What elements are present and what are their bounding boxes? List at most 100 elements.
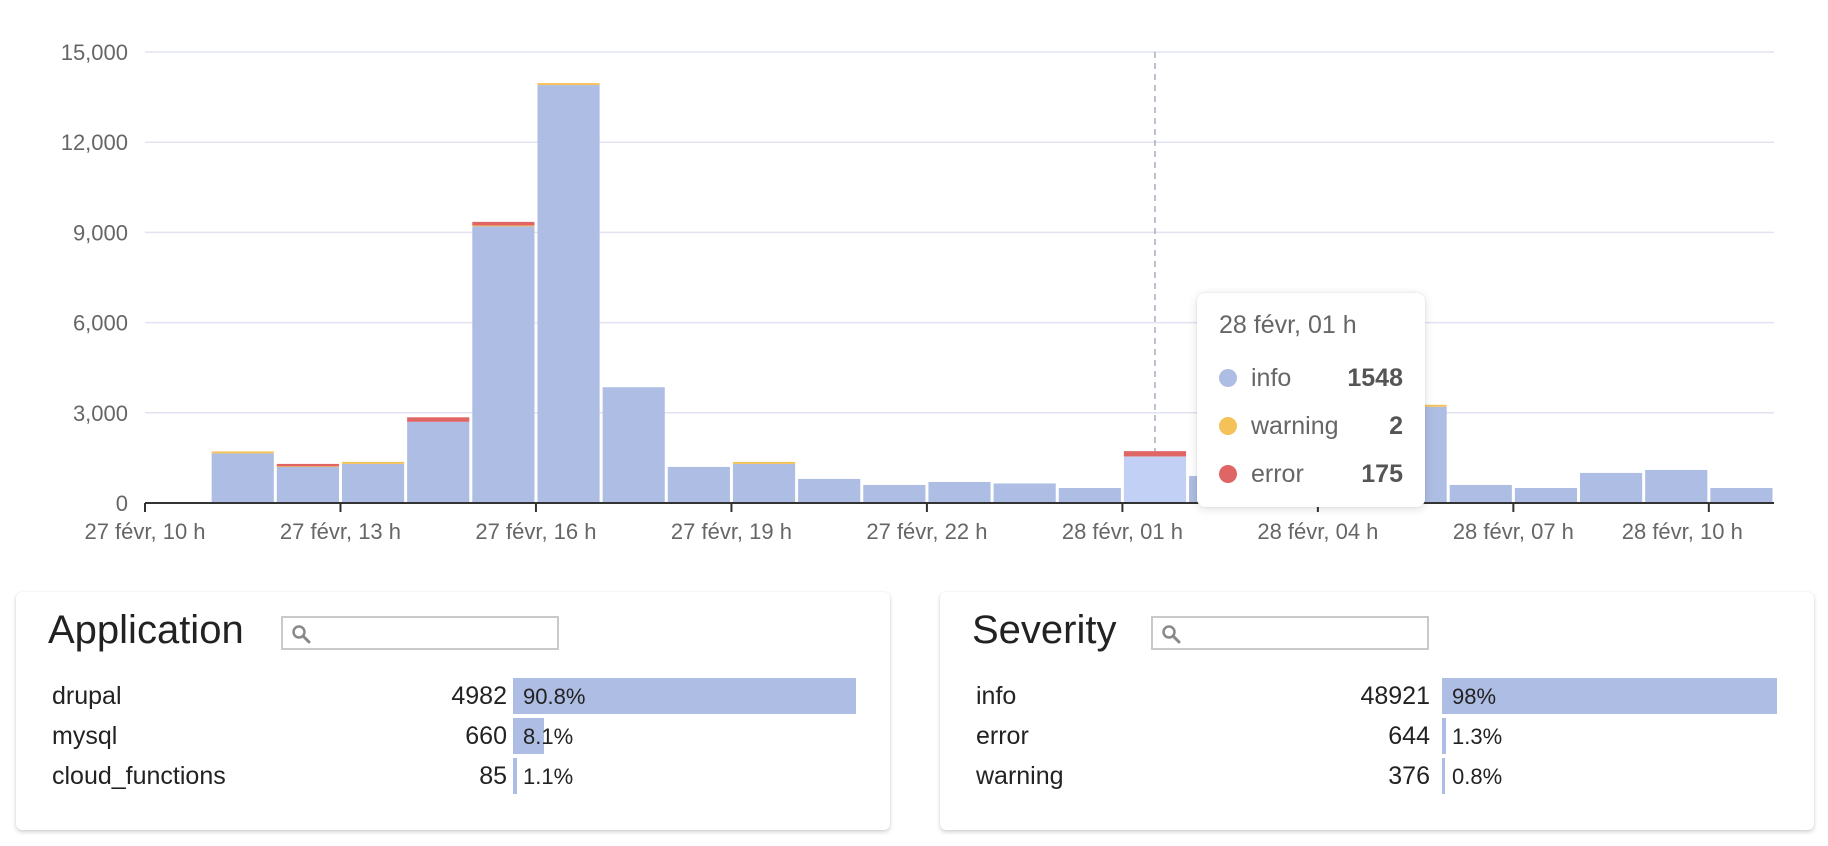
bar-segment-info[interactable]	[1449, 484, 1512, 503]
bar-segment-info[interactable]	[341, 463, 405, 503]
x-tick-label: 27 févr, 22 h	[866, 519, 987, 544]
facet-percentage-bar	[513, 678, 856, 714]
panel-title: Severity	[972, 608, 1117, 652]
bar-segment-info[interactable]	[472, 226, 535, 504]
bar-segment-info[interactable]	[667, 466, 730, 503]
x-tick-label: 28 févr, 01 h	[1062, 519, 1183, 544]
info-dot-icon	[1219, 369, 1237, 387]
search-icon	[1162, 625, 1181, 644]
bar-segment-info[interactable]	[276, 466, 339, 503]
facet-percentage: 0.8%	[1452, 764, 1503, 789]
bar-segment-info[interactable]	[928, 481, 991, 503]
application-search-input[interactable]	[315, 620, 551, 646]
bar-segment-warning[interactable]	[211, 451, 274, 454]
warning-dot-icon	[1219, 417, 1237, 435]
facet-count: 85	[479, 762, 507, 790]
tooltip-title: 28 févr, 01 h	[1219, 311, 1357, 339]
tooltip-series-value: 2	[1389, 411, 1403, 440]
facet-count: 376	[1388, 762, 1430, 790]
bar-segment-info[interactable]	[1058, 487, 1121, 503]
facet-row[interactable]: warning 376 0.8%	[940, 758, 1814, 798]
bar-segment-error[interactable]	[276, 463, 339, 467]
facet-name: mysql	[52, 722, 118, 750]
search-icon	[292, 625, 311, 644]
y-tick-label: 15,000	[61, 40, 128, 65]
severity-search-box[interactable]	[1151, 616, 1429, 650]
facet-count: 4982	[451, 682, 507, 710]
tooltip-row-info: info 1548	[1219, 354, 1403, 402]
facet-row[interactable]: info 48921 98%	[940, 678, 1814, 718]
chart-tooltip: 28 févr, 01 h info 1548 warning 2 error …	[1197, 293, 1425, 507]
bar-segment-error[interactable]	[472, 221, 535, 226]
y-tick-label: 3,000	[73, 401, 128, 426]
y-tick-label: 12,000	[61, 130, 128, 155]
facet-name: error	[976, 722, 1029, 750]
facet-percentage-bar	[513, 758, 517, 794]
tooltip-series-name: error	[1251, 459, 1304, 488]
y-tick-label: 0	[116, 491, 128, 516]
bar-segment-warning[interactable]	[537, 83, 600, 86]
bar-segment-error[interactable]	[1123, 451, 1187, 457]
bar-segment-warning[interactable]	[341, 461, 405, 464]
severity-facet-panel: Severity info 48921 98% error 644 1.3% warning…	[940, 592, 1814, 830]
facet-row[interactable]: drupal 4982 90.8%	[16, 678, 890, 718]
bar-segment-info[interactable]	[1123, 456, 1187, 503]
facet-row[interactable]: mysql 660 8.1%	[16, 718, 890, 758]
facet-name: info	[976, 682, 1017, 710]
tooltip-series-name: warning	[1251, 411, 1339, 440]
histogram-chart[interactable]: 0 3,000 6,000 9,000 12,000 15,000 27 févr, 10 …	[0, 0, 1828, 560]
panel-title: Application	[48, 608, 244, 652]
facet-count: 644	[1388, 722, 1430, 750]
error-dot-icon	[1219, 465, 1237, 483]
facet-percentage-bar	[1442, 678, 1777, 714]
bar-segment-info[interactable]	[407, 421, 470, 503]
bar-segment-info[interactable]	[1580, 472, 1643, 503]
facet-row[interactable]: cloud_functions 85 1.1%	[16, 758, 890, 798]
tooltip-series-name: info	[1251, 363, 1292, 392]
y-tick-label: 6,000	[73, 311, 128, 336]
bar-segment-warning[interactable]	[732, 461, 796, 464]
facet-count: 48921	[1360, 682, 1430, 710]
bar-segment-info[interactable]	[798, 478, 861, 503]
bar-segment-info[interactable]	[211, 453, 274, 503]
axes: 0 3,000 6,000 9,000 12,000 15,000 27 févr, 10 …	[61, 40, 1774, 544]
bar-segment-info[interactable]	[1645, 469, 1708, 503]
x-tick-label: 27 févr, 19 h	[671, 519, 792, 544]
facet-percentage: 98%	[1452, 684, 1497, 709]
bars	[211, 83, 1773, 504]
x-tick-label: 27 févr, 13 h	[280, 519, 401, 544]
facet-count: 660	[465, 722, 507, 750]
tooltip-series-value: 1548	[1347, 363, 1403, 392]
bar-segment-info[interactable]	[537, 85, 600, 503]
facet-name: drupal	[52, 682, 122, 710]
bar-segment-info[interactable]	[863, 484, 926, 503]
application-search-box[interactable]	[281, 616, 559, 650]
facet-row[interactable]: error 644 1.3%	[940, 718, 1814, 758]
gridlines	[145, 51, 1774, 503]
bar-segment-error[interactable]	[407, 417, 470, 422]
facet-percentage-bar	[1442, 758, 1445, 794]
facet-percentage: 1.3%	[1452, 724, 1503, 749]
tooltip-series-value: 175	[1361, 459, 1403, 488]
facet-percentage-bar	[513, 718, 544, 754]
facet-percentage: 90.8%	[523, 684, 586, 709]
bar-segment-info[interactable]	[1710, 487, 1773, 503]
tooltip-row-error: error 175	[1219, 450, 1403, 498]
x-tick-label: 27 févr, 10 h	[84, 519, 205, 544]
bar-segment-info[interactable]	[732, 463, 796, 503]
bar-segment-info[interactable]	[993, 483, 1056, 503]
bar-segment-info[interactable]	[1514, 487, 1578, 503]
facet-percentage-bar	[1442, 718, 1446, 754]
facet-percentage: 1.1%	[523, 764, 574, 789]
x-tick-label: 28 févr, 04 h	[1257, 519, 1378, 544]
bar-segment-info[interactable]	[602, 387, 665, 503]
tooltip-row-warning: warning 2	[1219, 402, 1403, 450]
application-facet-panel: Application drupal 4982 90.8% mysql 660 8.1% c…	[16, 592, 890, 830]
facet-name: cloud_functions	[52, 762, 226, 790]
facet-name: warning	[976, 762, 1064, 790]
x-tick-label: 28 févr, 07 h	[1453, 519, 1574, 544]
severity-search-input[interactable]	[1185, 620, 1421, 646]
y-tick-label: 9,000	[73, 220, 128, 245]
x-tick-label: 27 févr, 16 h	[475, 519, 596, 544]
x-tick-label: 28 févr, 10 h	[1622, 519, 1743, 544]
